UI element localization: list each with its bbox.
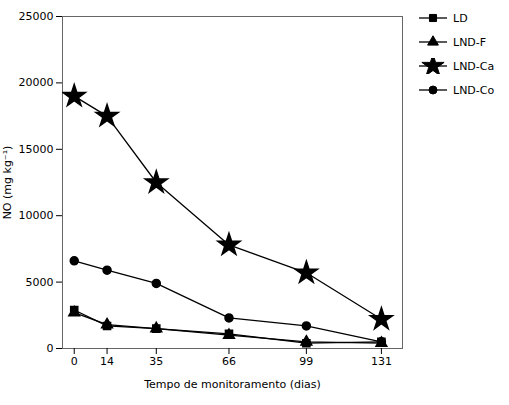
- svg-text:131: 131: [371, 355, 392, 368]
- svg-text:35: 35: [149, 355, 163, 368]
- svg-text:Tempo de monitoramento (dias): Tempo de monitoramento (dias): [143, 378, 321, 391]
- svg-text:0: 0: [47, 342, 54, 355]
- svg-text:NO (mg kg⁻¹): NO (mg kg⁻¹): [1, 146, 14, 220]
- svg-text:15000: 15000: [19, 143, 54, 156]
- svg-text:5000: 5000: [26, 276, 54, 289]
- html-text:LND-F: LND-F: [453, 35, 487, 49]
- html-text:LND-Ca: LND-Ca: [453, 59, 495, 73]
- svg-text:0: 0: [71, 355, 78, 368]
- svg-text:25000: 25000: [19, 10, 54, 23]
- svg-text:99: 99: [299, 355, 313, 368]
- svg-text:14: 14: [100, 355, 114, 368]
- html-text:LD: LD: [453, 11, 468, 25]
- svg-text:10000: 10000: [19, 209, 54, 222]
- svg-text:66: 66: [222, 355, 236, 368]
- svg-text:20000: 20000: [19, 76, 54, 89]
- html-text:LND-Co: LND-Co: [453, 83, 495, 97]
